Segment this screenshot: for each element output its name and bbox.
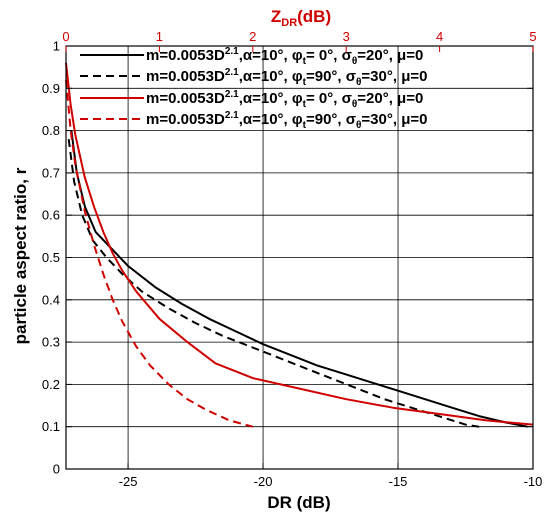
legend-item-1: m=0.0053D2.1,α=10°, φt= 0°, σθ=20°, μ=0 bbox=[80, 46, 423, 67]
y-tick-label: 0.3 bbox=[42, 335, 60, 350]
y-axis-title: particle aspect ratio, r bbox=[11, 167, 30, 344]
x2-tick-label: 5 bbox=[529, 29, 536, 44]
x2-tick-label: 1 bbox=[156, 29, 163, 44]
x2-axis-title: ZDR(dB) bbox=[271, 7, 331, 29]
legend-label: m=0.0053D2.1,α=10°, φt= 0°, σθ=20°, μ=0 bbox=[146, 46, 423, 67]
x2-tick-label: 3 bbox=[343, 29, 350, 44]
y-tick-label: 0.6 bbox=[42, 208, 60, 223]
series-line-4 bbox=[65, 79, 254, 428]
x-tick-label: -20 bbox=[254, 474, 273, 489]
y-tick-label: 1 bbox=[53, 39, 60, 54]
y-tick-label: 0.8 bbox=[42, 123, 60, 138]
x2-tick-label: 4 bbox=[436, 29, 443, 44]
legend-label: m=0.0053D2.1,α=10°, φt= 0°, σθ=20°, μ=0 bbox=[146, 89, 423, 110]
x2-tick-label: 0 bbox=[62, 29, 69, 44]
x-tick-label: -10 bbox=[524, 474, 543, 489]
y-tick-label: 0 bbox=[53, 462, 60, 477]
x-tick-label: -15 bbox=[389, 474, 408, 489]
legend-label: m=0.0053D2.1,α=10°, φt=90°, σθ=30°, μ=0 bbox=[146, 67, 427, 88]
legend-label: m=0.0053D2.1,α=10°, φt=90°, σθ=30°, μ=0 bbox=[146, 110, 427, 131]
legend-item-3: m=0.0053D2.1,α=10°, φt= 0°, σθ=20°, μ=0 bbox=[80, 89, 423, 110]
series-line-2 bbox=[67, 138, 480, 428]
legend: m=0.0053D2.1,α=10°, φt= 0°, σθ=20°, μ=0m… bbox=[80, 46, 427, 131]
x2-tick-label: 2 bbox=[249, 29, 256, 44]
ticks: 0 0.1 0.2 0.3 0.4 0.5 0.6 0.7 0.8 0.9 1 -25 -20 -15 -1… bbox=[42, 29, 542, 489]
y-tick-label: 0.2 bbox=[42, 377, 60, 392]
x-tick-label: -25 bbox=[119, 474, 138, 489]
y-tick-label: 0.1 bbox=[42, 419, 60, 434]
grid bbox=[66, 46, 533, 469]
y-tick-label: 0.7 bbox=[42, 165, 60, 180]
legend-item-4: m=0.0053D2.1,α=10°, φt=90°, σθ=30°, μ=0 bbox=[80, 110, 427, 131]
series-layer bbox=[65, 62, 534, 428]
x-axis-title: DR (dB) bbox=[267, 493, 330, 512]
y-tick-label: 0.9 bbox=[42, 81, 60, 96]
series-line-1 bbox=[70, 130, 528, 428]
y-tick-label: 0.5 bbox=[42, 250, 60, 265]
series-line-3 bbox=[65, 62, 534, 426]
legend-item-2: m=0.0053D2.1,α=10°, φt=90°, σθ=30°, μ=0 bbox=[80, 67, 427, 88]
y-tick-label: 0.4 bbox=[42, 292, 60, 307]
